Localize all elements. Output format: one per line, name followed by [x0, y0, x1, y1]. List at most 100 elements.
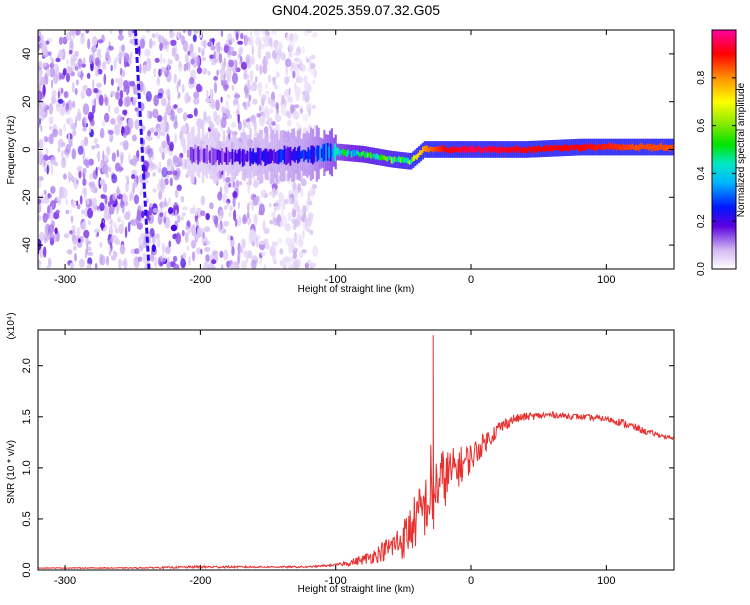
- noise-speckle: [136, 222, 143, 230]
- noise-speckle: [171, 47, 176, 57]
- noise-speckle: [74, 88, 78, 95]
- noise-speckle: [48, 116, 54, 125]
- noise-speckle: [234, 218, 238, 227]
- noise-speckle: [225, 99, 229, 110]
- signal-core: [570, 145, 573, 151]
- signal-core: [338, 149, 341, 157]
- signal-core: [267, 151, 269, 164]
- signal-core: [241, 149, 244, 167]
- noise-speckle: [161, 140, 168, 149]
- signal-core: [627, 144, 630, 151]
- noise-speckle: [293, 104, 300, 109]
- signal-core: [579, 144, 582, 152]
- signal-core: [367, 152, 369, 158]
- noise-speckle: [147, 110, 150, 119]
- noise-speckle: [290, 257, 294, 263]
- noise-speckle: [86, 72, 91, 79]
- snr-panel: -300 -200 -100 0 100 0.0 0.5 1.0 1.5 2.0 Height …: [6, 312, 675, 595]
- noise-speckle: [100, 194, 106, 199]
- signal-core: [209, 150, 211, 163]
- noise-speckle: [59, 193, 62, 204]
- noise-speckle: [269, 246, 276, 257]
- noise-speckle: [96, 82, 103, 88]
- signal-core: [305, 151, 308, 159]
- spectrogram-y-tick-label: 0: [21, 146, 33, 152]
- signal-core: [468, 146, 470, 153]
- signal-core: [486, 147, 488, 153]
- noise-speckle: [82, 84, 88, 92]
- noise-speckle: [158, 34, 162, 43]
- signal-core: [560, 146, 563, 152]
- signal-core: [554, 144, 557, 151]
- noise-speckle: [152, 207, 159, 214]
- noise-speckle: [160, 88, 164, 93]
- signal-core: [578, 145, 581, 152]
- signal-core: [618, 144, 621, 151]
- noise-speckle: [168, 240, 172, 248]
- noise-speckle: [228, 211, 232, 218]
- noise-speckle: [263, 126, 269, 135]
- noise-speckle: [201, 49, 205, 57]
- noise-speckle: [87, 220, 92, 225]
- noise-speckle: [105, 173, 110, 178]
- noise-speckle: [237, 120, 242, 131]
- noise-speckle: [99, 178, 105, 186]
- noise-speckle: [247, 99, 251, 107]
- noise-speckle: [99, 202, 105, 212]
- signal-core: [224, 152, 226, 162]
- noise-speckle: [204, 246, 211, 252]
- noise-speckle: [76, 227, 81, 237]
- signal-core: [298, 145, 301, 162]
- signal-core: [261, 151, 264, 161]
- signal-core: [599, 144, 601, 149]
- noise-speckle: [195, 219, 199, 228]
- noise-speckle: [50, 186, 56, 194]
- signal-core: [438, 146, 441, 153]
- noise-speckle: [183, 63, 187, 72]
- noise-speckle: [287, 119, 292, 127]
- noise-speckle: [38, 90, 43, 102]
- noise-speckle: [71, 148, 77, 160]
- signal-core: [253, 152, 256, 163]
- signal-core: [634, 144, 637, 151]
- noise-speckle: [193, 30, 200, 34]
- noise-speckle: [119, 89, 124, 100]
- signal-core: [480, 147, 482, 154]
- noise-speckle: [232, 180, 236, 188]
- noise-speckle: [167, 197, 172, 205]
- signal-core: [250, 151, 253, 164]
- noise-speckle: [271, 241, 278, 247]
- signal-core: [603, 144, 606, 150]
- signal-core: [545, 145, 548, 152]
- noise-speckle: [261, 115, 265, 128]
- signal-core: [249, 147, 252, 166]
- noise-speckle: [38, 203, 42, 214]
- noise-speckle: [42, 84, 46, 96]
- noise-speckle: [302, 127, 308, 135]
- signal-core: [347, 149, 350, 155]
- noise-speckle: [86, 198, 90, 206]
- signal-core: [340, 149, 342, 154]
- noise-speckle: [88, 158, 94, 166]
- noise-speckle: [146, 136, 153, 142]
- noise-speckle: [142, 84, 146, 96]
- noise-speckle: [202, 265, 208, 269]
- signal-core: [431, 147, 433, 152]
- noise-speckle: [72, 100, 76, 109]
- noise-speckle: [64, 109, 71, 115]
- noise-speckle: [151, 33, 156, 38]
- noise-speckle: [229, 114, 233, 119]
- signal-core: [203, 148, 205, 163]
- noise-speckle: [104, 195, 108, 205]
- signal-core: [573, 144, 576, 150]
- noise-speckle: [191, 251, 196, 262]
- signal-core: [620, 144, 622, 151]
- signal-core: [623, 144, 625, 151]
- signal-core: [593, 143, 595, 151]
- noise-speckle: [157, 115, 163, 122]
- noise-speckle: [65, 198, 68, 206]
- noise-speckle: [198, 46, 201, 53]
- noise-speckle: [165, 103, 172, 115]
- signal-core: [297, 147, 299, 164]
